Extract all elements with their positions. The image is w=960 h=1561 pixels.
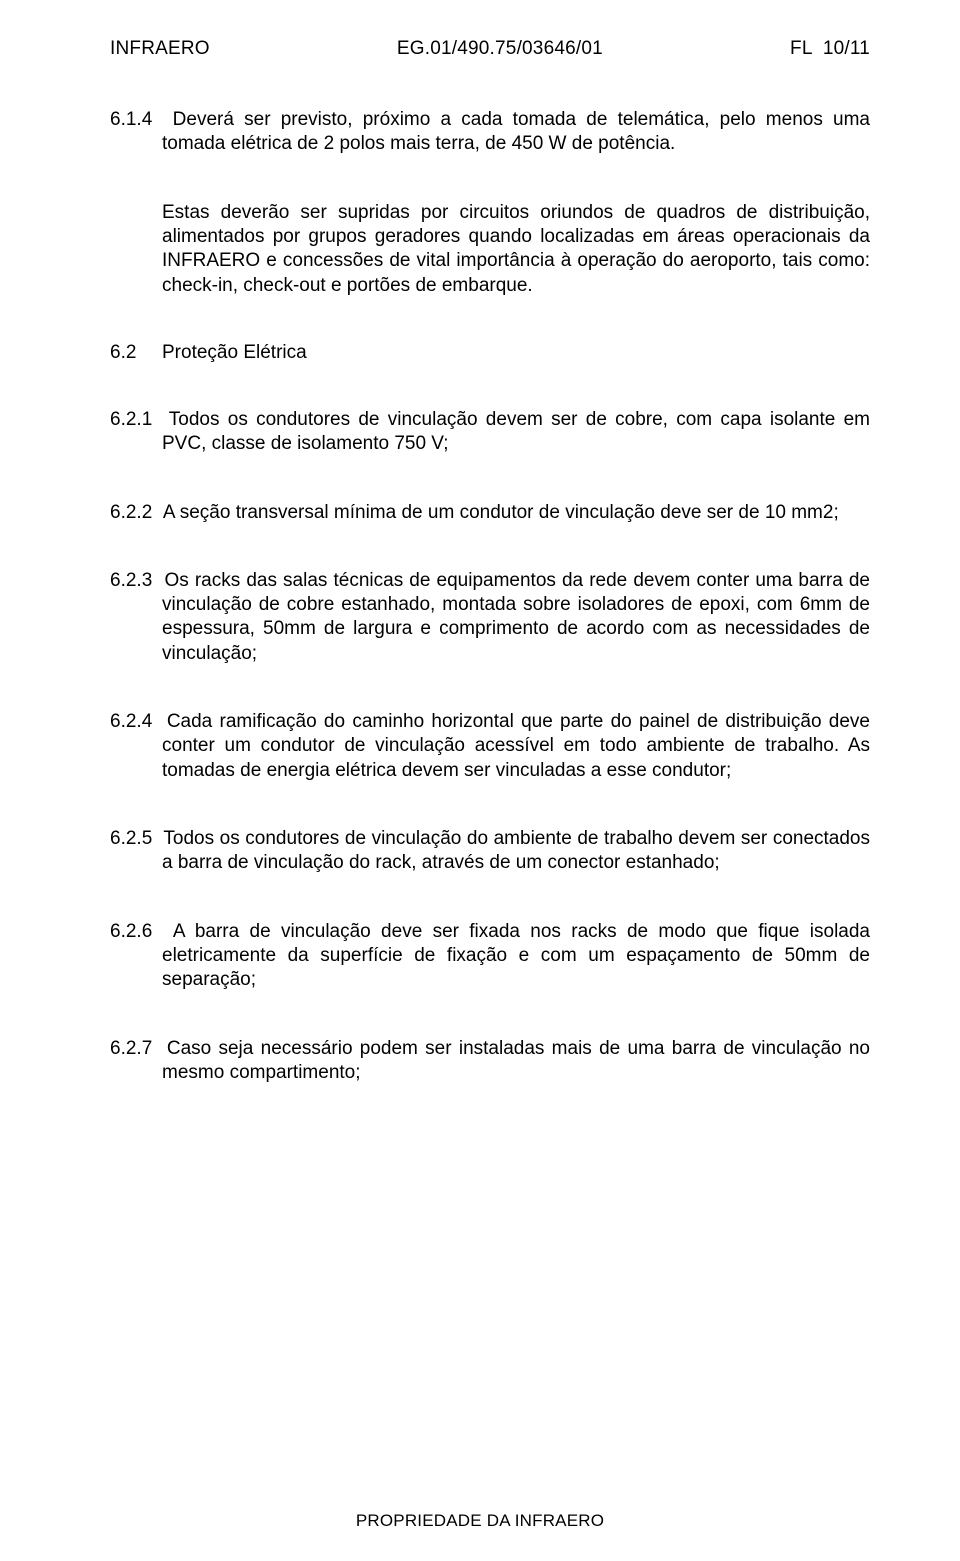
para-text: A barra de vinculação deve ser fixada no… — [162, 921, 870, 991]
para-text: Estas deverão ser supridas por circuitos… — [162, 202, 870, 296]
section-6-2-heading: 6.2Proteção Elétrica — [110, 342, 870, 364]
section-number: 6.2 — [110, 342, 162, 364]
para-number: 6.2.6 — [110, 921, 152, 942]
para-number: 6.1.4 — [110, 109, 152, 130]
para-text: Todos os condutores de vinculação do amb… — [162, 828, 870, 873]
para-number: 6.2.4 — [110, 711, 152, 732]
para-number: 6.2.5 — [110, 828, 152, 849]
paragraph-6-2-6: 6.2.6 A barra de vinculação deve ser fix… — [110, 920, 870, 993]
para-number: 6.2.1 — [110, 409, 152, 430]
para-number: 6.2.7 — [110, 1038, 152, 1059]
header-page: FL 10/11 — [790, 38, 870, 60]
para-text: Todos os condutores de vinculação devem … — [162, 409, 870, 454]
paragraph-6-2-4: 6.2.4 Cada ramificação do caminho horizo… — [110, 710, 870, 783]
paragraph-6-2-2: 6.2.2 A seção transversal mínima de um c… — [110, 501, 870, 525]
para-number: 6.2.2 — [110, 502, 152, 523]
header-org: INFRAERO — [110, 38, 210, 60]
paragraph-6-2-7: 6.2.7 Caso seja necessário podem ser ins… — [110, 1037, 870, 1086]
para-text: A seção transversal mínima de um conduto… — [163, 502, 839, 523]
page-header: INFRAERO EG.01/490.75/03646/01 FL 10/11 — [110, 38, 870, 60]
paragraph-6-2-1: 6.2.1 Todos os condutores de vinculação … — [110, 408, 870, 457]
para-number: 6.2.3 — [110, 570, 152, 591]
para-text: Deverá ser previsto, próximo a cada toma… — [162, 109, 870, 154]
document-page: INFRAERO EG.01/490.75/03646/01 FL 10/11 … — [0, 0, 960, 1561]
para-text: Caso seja necessário podem ser instalada… — [162, 1038, 870, 1083]
header-docnum: EG.01/490.75/03646/01 — [210, 38, 790, 60]
section-title: Proteção Elétrica — [162, 342, 307, 363]
para-text: Cada ramificação do caminho horizontal q… — [162, 711, 870, 781]
page-footer: PROPRIEDADE DA INFRAERO — [0, 1511, 960, 1531]
paragraph-6-1-4-cont: Estas deverão ser supridas por circuitos… — [110, 201, 870, 298]
paragraph-6-2-5: 6.2.5 Todos os condutores de vinculação … — [110, 827, 870, 876]
para-text: Os racks das salas técnicas de equipamen… — [162, 570, 870, 664]
paragraph-6-1-4: 6.1.4 Deverá ser previsto, próximo a cad… — [110, 108, 870, 157]
paragraph-6-2-3: 6.2.3 Os racks das salas técnicas de equ… — [110, 569, 870, 666]
